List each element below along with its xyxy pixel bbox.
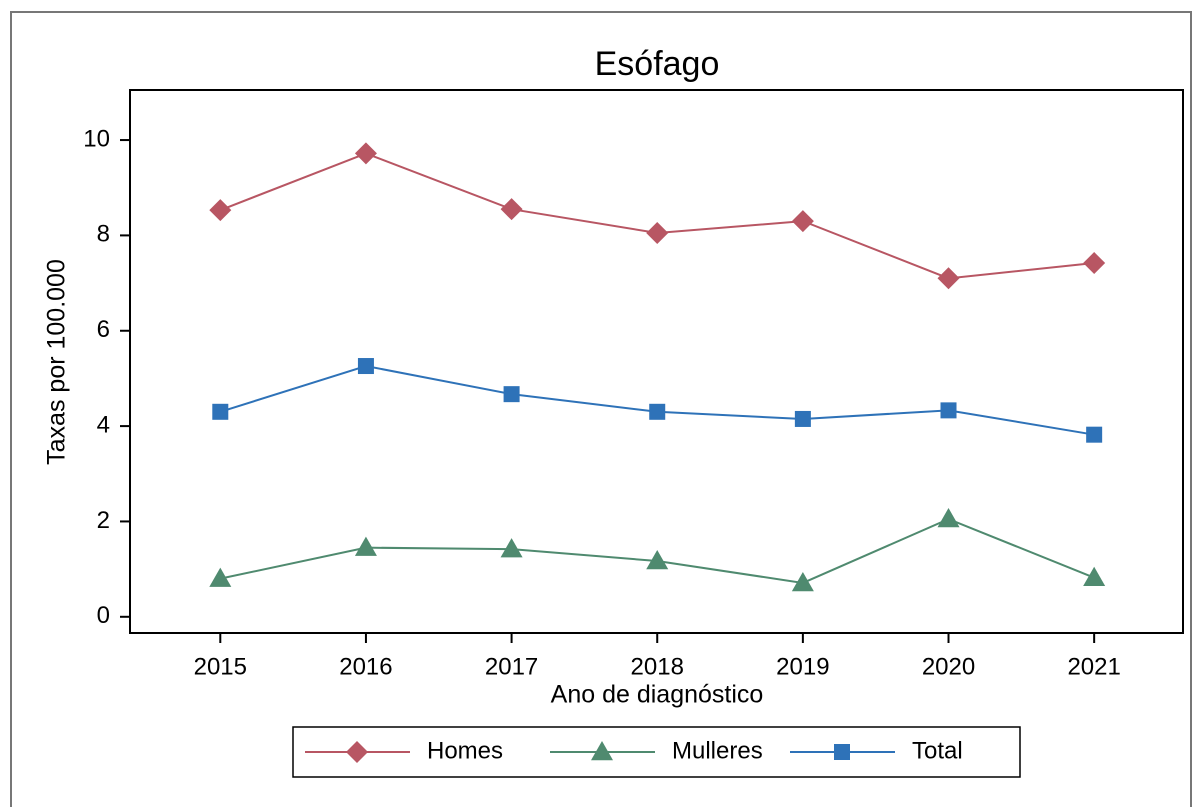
legend — [292, 726, 1021, 778]
x-tick-label: 2020 — [922, 653, 975, 680]
x-tick-label: 2021 — [1067, 653, 1120, 680]
marker — [937, 267, 960, 290]
marker — [209, 199, 232, 222]
marker — [500, 198, 523, 221]
x-tick-label: 2015 — [194, 653, 247, 680]
marker — [212, 403, 229, 420]
y-tick-label: 6 — [97, 316, 110, 343]
marker — [1083, 252, 1106, 275]
marker — [794, 410, 811, 427]
marker — [940, 402, 957, 419]
legend-marker — [591, 741, 613, 761]
legend-marker — [834, 744, 850, 760]
y-tick-label: 2 — [97, 507, 110, 534]
y-axis-label: Taxas por 100.000 — [43, 259, 71, 465]
legend-label: Homes — [427, 737, 503, 764]
x-tick-label: 2017 — [485, 653, 538, 680]
x-tick-label: 2016 — [339, 653, 392, 680]
x-tick-label: 2018 — [631, 653, 684, 680]
marker — [937, 508, 960, 528]
frame — [10, 11, 1192, 807]
x-axis-label: Ano de diagnóstico — [551, 681, 764, 709]
marker — [354, 536, 377, 556]
marker — [791, 571, 814, 592]
marker — [209, 567, 232, 587]
marker — [646, 222, 669, 245]
y-tick-label: 8 — [97, 221, 110, 248]
marker — [1083, 566, 1106, 586]
y-tick-label: 4 — [97, 411, 110, 438]
marker — [503, 386, 520, 403]
marker — [357, 358, 374, 375]
legend-label: Total — [912, 737, 963, 764]
y-tick-label: 10 — [83, 125, 110, 152]
chart-title: Esófago — [595, 45, 720, 83]
marker — [354, 142, 377, 165]
marker — [646, 550, 669, 570]
marker — [1086, 426, 1103, 443]
x-tick-label: 2019 — [776, 653, 829, 680]
marker — [500, 538, 523, 558]
y-tick-label: 0 — [97, 602, 110, 629]
legend-label: Mulleres — [672, 737, 763, 764]
legend-marker — [346, 741, 368, 763]
marker — [791, 210, 814, 233]
marker — [649, 403, 666, 420]
